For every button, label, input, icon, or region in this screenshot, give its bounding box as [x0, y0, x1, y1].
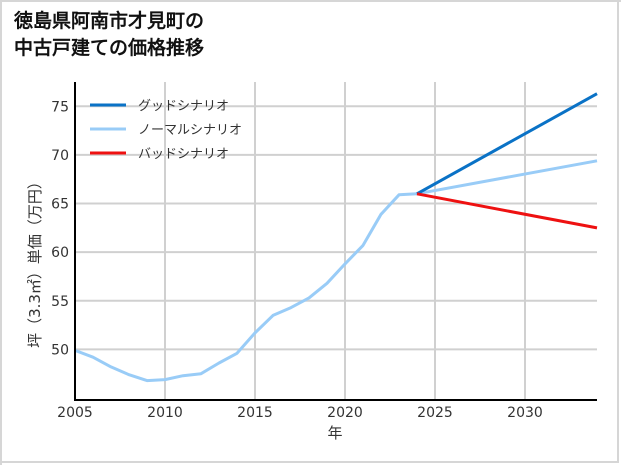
y-tick-label: 65 — [51, 197, 69, 213]
series-line — [416, 92, 598, 196]
y-tick-label: 60 — [51, 245, 69, 261]
image-border-left — [0, 0, 2, 465]
legend-label: バッドシナリオ — [138, 147, 229, 162]
legend-label: ノーマルシナリオ — [138, 123, 242, 138]
x-tick-label: 2005 — [57, 405, 93, 421]
chart-title-line2: 中古戸建ての価格推移 — [14, 37, 205, 59]
x-tick-label: 2030 — [507, 405, 543, 421]
x-tick-label: 2025 — [417, 405, 453, 421]
x-tick-label: 2010 — [147, 405, 183, 421]
y-tick-label: 75 — [51, 99, 69, 115]
y-axis-label: 坪（3.3㎡）単価（万円） — [26, 174, 44, 348]
legend-label: グッドシナリオ — [138, 99, 229, 114]
chart-title-line1: 徳島県阿南市才見町の — [14, 10, 205, 32]
series-line — [416, 192, 598, 230]
chart-series — [74, 92, 598, 383]
y-tick-label: 70 — [51, 148, 69, 164]
x-tick-label: 2020 — [327, 405, 363, 421]
x-axis-label: 年 — [327, 424, 342, 442]
image-border-top — [0, 0, 621, 2]
axes: 2005 2010 2015 2020 2025 2030 50 55 60 65 70 75 年 坪（3… — [26, 82, 597, 442]
x-tick-label: 2015 — [237, 405, 273, 421]
y-tick-label: 55 — [51, 294, 69, 310]
chart-title: 徳島県阿南市才見町の 中古戸建ての価格推移 — [14, 8, 204, 62]
series-line — [74, 159, 598, 383]
y-tick-label: 50 — [51, 342, 69, 358]
